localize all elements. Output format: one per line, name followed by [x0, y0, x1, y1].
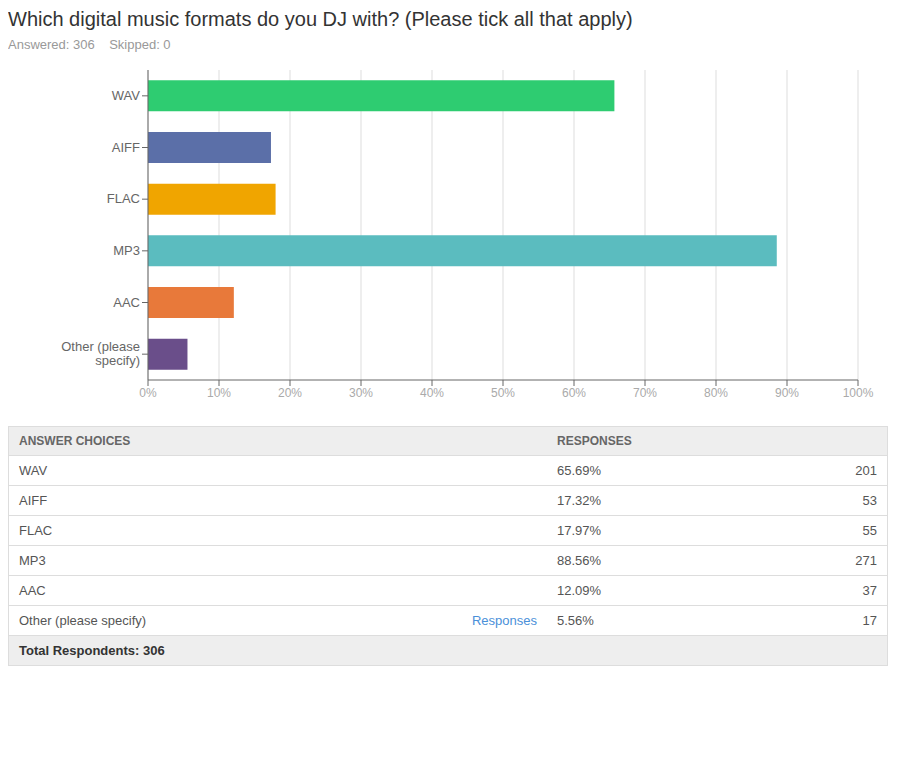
svg-text:90%: 90% — [775, 386, 799, 400]
svg-text:AAC: AAC — [113, 295, 140, 310]
svg-text:0%: 0% — [139, 386, 157, 400]
svg-text:FLAC: FLAC — [107, 191, 140, 206]
html-text:12.09%: 12.09% — [557, 583, 602, 598]
html-text:17.32%: 17.32% — [557, 493, 602, 508]
svg-text:Other (pleasespecify): Other (pleasespecify) — [61, 339, 140, 368]
html-text:MP3: MP3 — [19, 553, 46, 568]
html-text:201: 201 — [855, 463, 877, 478]
svg-text:80%: 80% — [704, 386, 728, 400]
svg-text:100%: 100% — [843, 386, 874, 400]
html-text:55: 55 — [862, 523, 877, 538]
html-text:53: 53 — [862, 493, 877, 508]
html-text:ANSWER CHOICES: ANSWER CHOICES — [19, 434, 131, 448]
svg-text:60%: 60% — [562, 386, 586, 400]
html-text:Responses: Responses — [472, 613, 537, 628]
html-text:Answered: 306 Skipped: 0: Answered: 306 Skipped: 0 — [8, 37, 171, 52]
html-text:WAV: WAV — [19, 463, 48, 478]
html-text:FLAC: FLAC — [19, 523, 53, 538]
svg-text:MP3: MP3 — [113, 243, 140, 258]
svg-text:AIFF: AIFF — [112, 140, 140, 155]
svg-text:70%: 70% — [633, 386, 657, 400]
svg-text:50%: 50% — [491, 386, 515, 400]
html-text:37: 37 — [862, 583, 877, 598]
html-text:17: 17 — [862, 613, 877, 628]
html-text:5.56%: 5.56% — [557, 613, 594, 628]
svg-text:20%: 20% — [278, 386, 302, 400]
html-text:Other (please specify): Other (please specify) — [19, 613, 147, 628]
svg-text:30%: 30% — [349, 386, 373, 400]
html-text:Which digital music formats do: Which digital music formats do you DJ wi… — [8, 8, 633, 30]
html-text:AIFF: AIFF — [19, 493, 48, 508]
svg-text:WAV: WAV — [112, 88, 140, 103]
svg-text:10%: 10% — [207, 386, 231, 400]
html-text:17.97%: 17.97% — [557, 523, 602, 538]
html-text:Total Respondents: 306: Total Respondents: 306 — [19, 643, 165, 658]
html-text:271: 271 — [855, 553, 877, 568]
html-text:RESPONSES: RESPONSES — [557, 434, 632, 448]
svg-text:40%: 40% — [420, 386, 444, 400]
html-text:65.69%: 65.69% — [557, 463, 602, 478]
html-text:88.56%: 88.56% — [557, 553, 602, 568]
html-text:AAC: AAC — [19, 583, 46, 598]
